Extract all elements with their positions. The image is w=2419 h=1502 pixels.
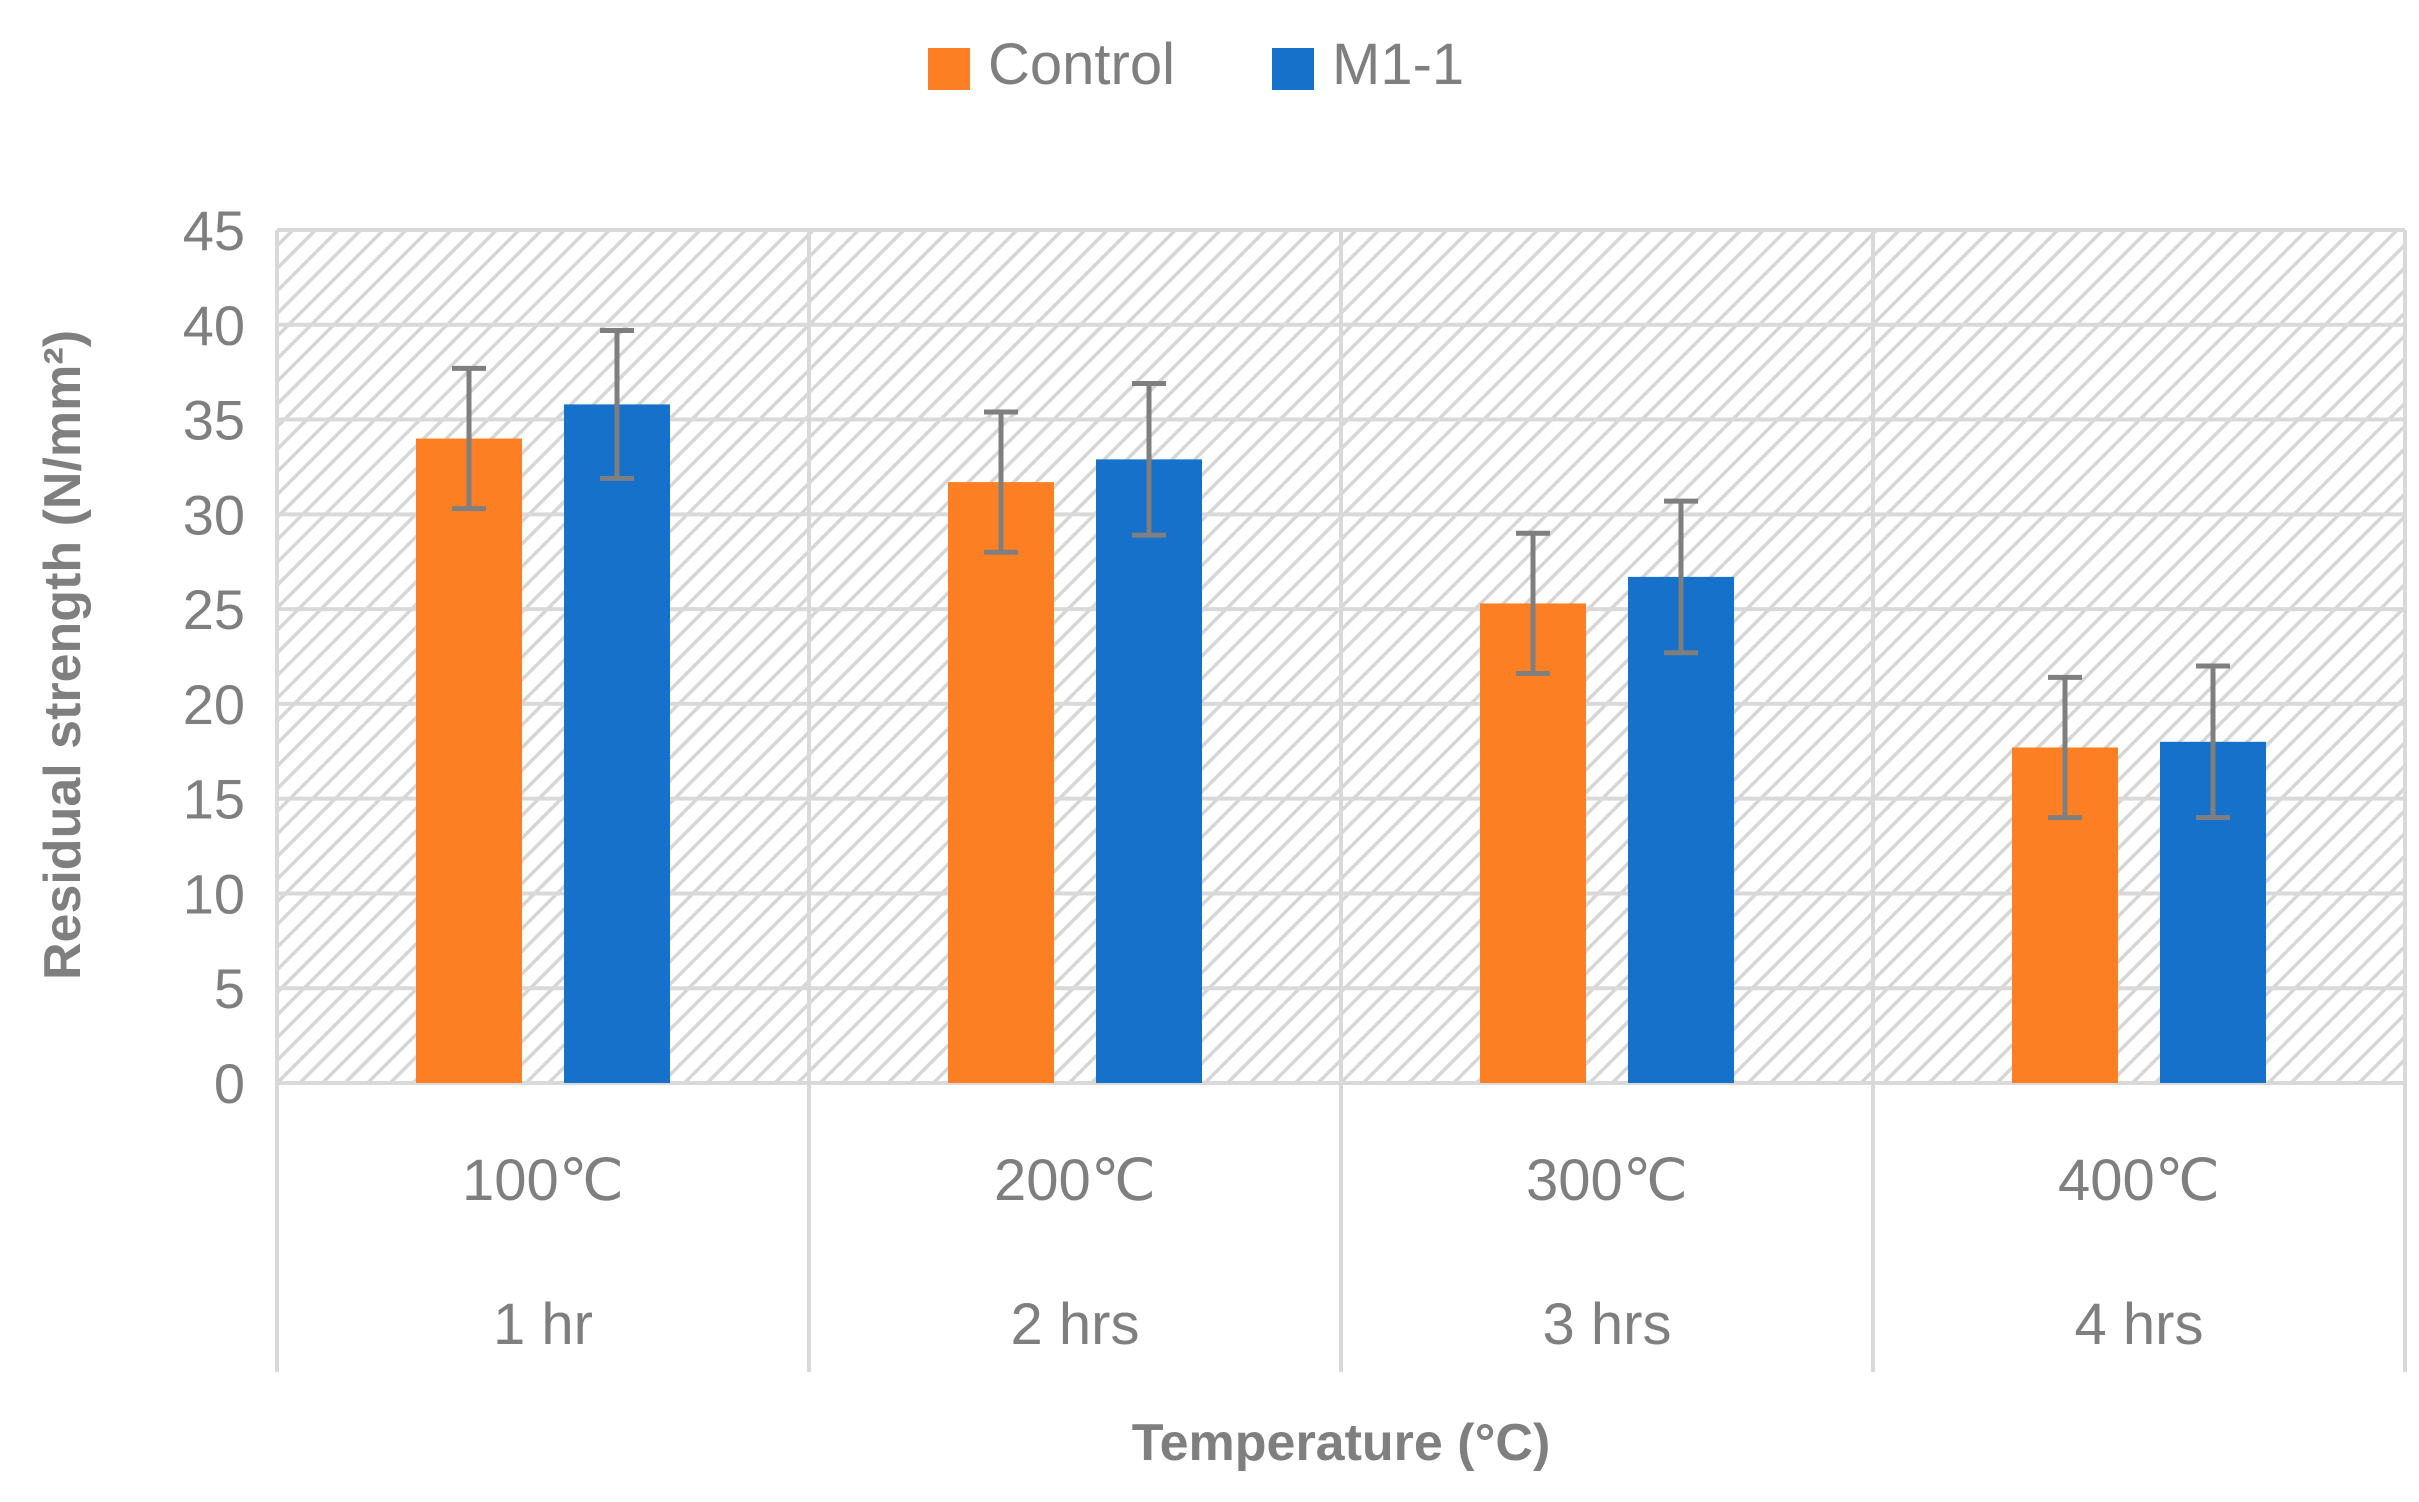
y-tick-label: 40 [183,294,245,357]
error-bar-control [452,365,486,512]
error-bar-m1-1 [2196,663,2230,821]
bar-control [948,482,1054,1083]
y-tick-label: 45 [183,199,245,262]
x-tick-duration: 1 hr [493,1292,593,1357]
x-axis-categories: 100℃ 1 hr 200℃ 2 hrs 300℃ 3 hrs 400℃ 4 hrs [462,1148,2220,1357]
x-tick-duration: 3 hrs [1543,1292,1672,1357]
y-tick-label: 15 [183,768,245,831]
x-tick-temperature: 100℃ [462,1148,624,1213]
error-bar-m1-1 [600,327,634,481]
x-tick-temperature: 200℃ [994,1148,1156,1213]
y-tick-label: 30 [183,483,245,546]
y-tick-label: 5 [214,957,245,1020]
bar-m1-1 [1628,576,1734,1083]
bar-m1-1 [564,404,670,1083]
error-bar-control [984,409,1018,555]
x-tick-duration: 4 hrs [2075,1292,2204,1357]
x-tick-duration: 2 hrs [1011,1292,1140,1357]
y-axis-title: Residual strength (N/mm²) [34,330,92,980]
legend: Control M1-1 [928,32,1464,97]
legend-label-m1-1: M1-1 [1332,32,1464,97]
legend-swatch-m1-1 [1272,48,1314,90]
error-bar-control [2048,674,2082,821]
y-tick-label: 25 [183,578,245,641]
y-tick-label: 35 [183,389,245,452]
bar-m1-1 [1096,459,1202,1084]
legend-swatch-control [928,48,970,90]
y-axis-ticks: 0 5 10 15 20 25 30 35 40 45 [183,199,245,1115]
error-bar-control [1516,530,1550,677]
legend-label-control: Control [988,32,1175,97]
error-bars [452,327,2230,821]
error-bar-m1-1 [1664,498,1698,656]
x-tick-temperature: 300℃ [1526,1148,1688,1213]
y-tick-label: 10 [183,862,245,925]
x-axis-title: Temperature (°C) [1132,1414,1551,1472]
bars [416,404,2266,1084]
y-tick-label: 0 [214,1052,245,1115]
x-tick-temperature: 400℃ [2058,1148,2220,1213]
bar-control [416,438,522,1083]
error-bar-m1-1 [1132,381,1166,538]
y-tick-label: 20 [183,673,245,736]
bar-control [1480,603,1586,1083]
